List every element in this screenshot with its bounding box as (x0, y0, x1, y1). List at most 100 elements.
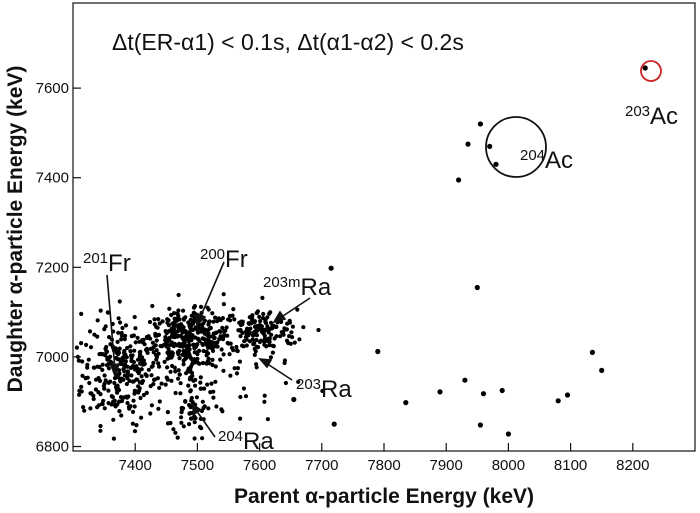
data-point (221, 368, 226, 373)
data-point (157, 364, 162, 369)
data-point (143, 347, 149, 352)
data-point (156, 406, 161, 411)
data-point (130, 421, 135, 426)
data-point (198, 425, 203, 430)
data-point (124, 394, 129, 399)
data-point (189, 370, 195, 375)
data-point (210, 345, 216, 350)
data-point (119, 333, 124, 338)
arrow-204ra-head (190, 402, 203, 416)
data-point (254, 344, 259, 349)
data-point (130, 379, 135, 384)
data-point (195, 360, 200, 365)
data-point (125, 369, 130, 374)
data-point (181, 308, 186, 313)
data-point (100, 362, 105, 367)
data-point (193, 335, 198, 340)
data-point (195, 356, 200, 361)
data-point (296, 379, 301, 384)
x-tick-label: 7700 (305, 457, 338, 474)
data-point (331, 421, 337, 427)
data-point (292, 340, 297, 345)
data-point (272, 336, 277, 341)
data-point (96, 403, 101, 408)
data-point (150, 303, 155, 309)
data-point (252, 341, 257, 346)
data-point (88, 345, 94, 350)
data-point (268, 320, 274, 325)
data-point (98, 423, 103, 429)
data-point (228, 318, 233, 323)
data-point (188, 332, 193, 337)
data-point (108, 379, 113, 384)
data-point (192, 342, 197, 347)
data-point (160, 319, 165, 324)
data-point (206, 351, 211, 356)
data-point (202, 336, 207, 341)
data-point (163, 329, 168, 334)
data-point (95, 364, 100, 369)
data-point (229, 345, 235, 350)
data-point (92, 365, 97, 370)
label-200fr: 200Fr (200, 246, 248, 273)
data-point (101, 383, 106, 388)
data-point (82, 408, 87, 413)
data-point (465, 141, 471, 147)
data-point (130, 409, 136, 414)
data-point (149, 364, 154, 369)
data-point (197, 339, 202, 344)
data-point (202, 318, 207, 323)
data-point (203, 327, 208, 332)
data-point (202, 386, 207, 391)
x-tick-label: 8200 (616, 457, 649, 474)
annotation-arrows (106, 261, 311, 438)
data-point (493, 161, 499, 167)
data-point (173, 390, 178, 396)
data-point (268, 310, 273, 315)
data-point (194, 395, 199, 400)
data-point (260, 316, 266, 321)
data-point (188, 336, 193, 341)
data-point (179, 407, 185, 412)
data-point (195, 352, 200, 357)
data-point (198, 375, 203, 380)
data-point (118, 320, 123, 325)
data-point (241, 386, 246, 391)
data-point (258, 319, 263, 324)
data-point (328, 265, 334, 271)
data-point (213, 364, 218, 369)
data-point (93, 387, 98, 392)
data-point (116, 387, 122, 393)
data-point (642, 65, 648, 71)
data-point (176, 308, 181, 313)
data-point (165, 320, 170, 325)
data-point (79, 311, 84, 316)
data-point (291, 396, 297, 403)
data-point (95, 318, 100, 323)
data-point (135, 335, 140, 340)
data-point (139, 374, 144, 379)
data-point (162, 359, 167, 364)
data-point (244, 337, 249, 342)
data-point (221, 292, 226, 297)
data-point (134, 423, 139, 428)
data-point (132, 314, 137, 320)
data-point (232, 366, 237, 371)
data-point (180, 352, 185, 357)
x-tick-label: 7900 (430, 457, 463, 474)
label-204ac: 204Ac (520, 147, 573, 174)
data-point (262, 342, 267, 347)
data-point (211, 331, 216, 336)
data-point (132, 348, 137, 353)
data-point (105, 349, 110, 354)
data-point (192, 357, 197, 362)
data-point (241, 344, 246, 349)
data-point (505, 431, 511, 437)
data-point (179, 415, 184, 420)
data-point (113, 404, 118, 409)
data-point (74, 345, 79, 350)
data-point (285, 321, 290, 326)
data-point (228, 341, 233, 346)
data-point (165, 317, 170, 322)
data-point (201, 348, 206, 354)
